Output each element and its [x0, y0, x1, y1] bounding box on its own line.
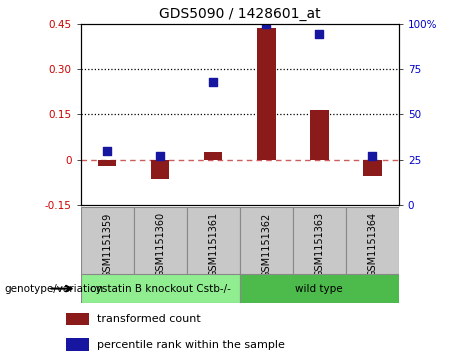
Bar	[98, 160, 117, 166]
Bar	[346, 207, 399, 274]
Text: percentile rank within the sample: percentile rank within the sample	[97, 339, 285, 350]
Bar	[363, 160, 382, 176]
Text: GSM1151361: GSM1151361	[208, 212, 218, 277]
Bar	[65, 313, 89, 325]
Bar	[257, 28, 276, 160]
Point	[156, 153, 164, 159]
Bar	[240, 274, 399, 303]
Bar	[134, 207, 187, 274]
Text: genotype/variation: genotype/variation	[5, 284, 104, 294]
Text: transformed count: transformed count	[97, 314, 201, 324]
Bar	[204, 152, 223, 160]
Bar	[293, 207, 346, 274]
Bar	[81, 207, 134, 274]
Text: GSM1151362: GSM1151362	[261, 212, 271, 278]
Point	[209, 79, 217, 85]
Text: wild type: wild type	[296, 284, 343, 294]
Point	[103, 148, 111, 154]
Title: GDS5090 / 1428601_at: GDS5090 / 1428601_at	[159, 7, 320, 21]
Bar	[151, 160, 170, 179]
Text: GSM1151363: GSM1151363	[314, 212, 324, 277]
Bar	[240, 207, 293, 274]
Bar	[187, 207, 240, 274]
Text: GSM1151359: GSM1151359	[102, 212, 112, 278]
Text: GSM1151360: GSM1151360	[155, 212, 165, 277]
Point	[262, 21, 270, 26]
Point	[368, 153, 376, 159]
Bar	[65, 338, 89, 351]
Bar	[310, 110, 329, 160]
Point	[315, 32, 323, 37]
Text: GSM1151364: GSM1151364	[367, 212, 377, 277]
Text: cystatin B knockout Cstb-/-: cystatin B knockout Cstb-/-	[90, 284, 230, 294]
Bar	[81, 274, 240, 303]
